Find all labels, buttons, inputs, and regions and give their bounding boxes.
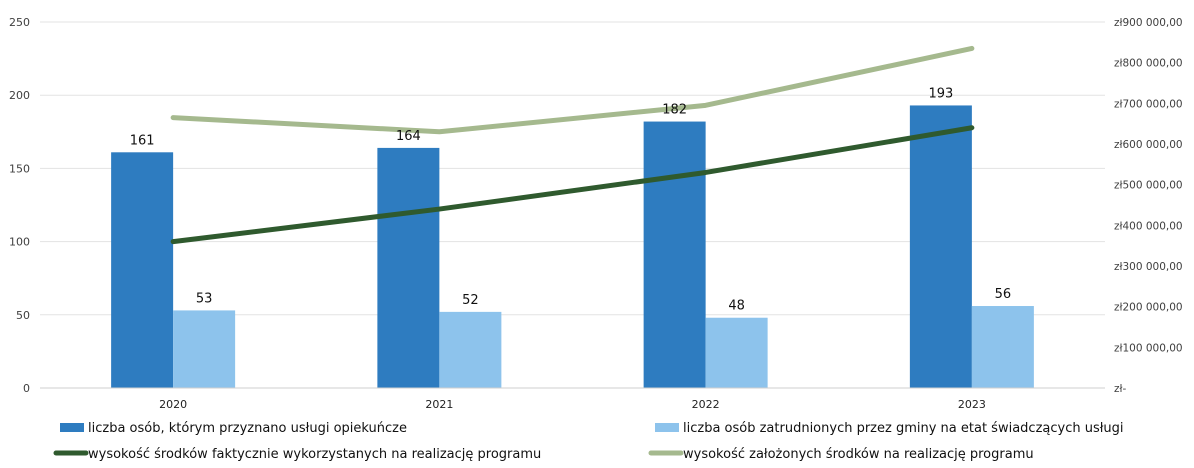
line-srodki-zalozone: [170, 45, 975, 135]
x-tick-label: 2020: [159, 398, 187, 411]
bar-osoby-uslugi: [111, 152, 174, 388]
bar-osoby-uslugi: [909, 105, 972, 388]
right-tick-label: zł-: [1114, 383, 1126, 395]
x-tick-label: 2022: [692, 398, 720, 411]
legend-label: wysokość założonych środków na realizacj…: [683, 447, 1034, 462]
right-tick-label: zł700 000,00: [1114, 98, 1183, 110]
bar-osoby-zatrudnione: [705, 317, 768, 388]
bar-data-label: 193: [928, 86, 953, 101]
legend-label: wysokość środków faktycznie wykorzystany…: [88, 447, 541, 462]
legend-item: liczba osób, którym przyznano usługi opi…: [60, 421, 407, 436]
right-tick-label: zł800 000,00: [1114, 58, 1183, 70]
right-tick-label: zł200 000,00: [1114, 302, 1183, 314]
right-tick-label: zł400 000,00: [1114, 220, 1183, 232]
line-series: [170, 45, 975, 245]
right-tick-label: zł900 000,00: [1114, 17, 1183, 29]
bar-data-label: 52: [462, 293, 479, 308]
legend-swatch: [655, 423, 679, 432]
bar-series: [111, 105, 1034, 388]
legend-item: wysokość środków faktycznie wykorzystany…: [53, 447, 541, 462]
x-tick-label: 2023: [958, 398, 986, 411]
bar-data-label: 56: [995, 287, 1012, 302]
left-tick-label: 50: [16, 309, 30, 322]
bar-data-label: 164: [396, 129, 421, 144]
right-tick-label: zł600 000,00: [1114, 139, 1183, 151]
legend-label: liczba osób zatrudnionych przez gminy na…: [683, 421, 1124, 436]
bar-osoby-uslugi: [377, 147, 440, 388]
right-tick-label: zł100 000,00: [1114, 342, 1183, 354]
bar-data-label: 182: [662, 103, 687, 118]
bar-osoby-zatrudnione: [439, 311, 502, 388]
right-axis: zł-zł100 000,00 zł200 000,00 zł300 000,00 z…: [1114, 17, 1183, 395]
left-tick-label: 100: [9, 236, 30, 249]
left-tick-label: 0: [23, 382, 30, 395]
right-tick-label: zł500 000,00: [1114, 180, 1183, 192]
bar-osoby-zatrudnione: [971, 306, 1034, 388]
x-tick-label: 2021: [425, 398, 453, 411]
left-tick-label: 200: [9, 89, 30, 102]
legend-item: liczba osób zatrudnionych przez gminy na…: [655, 421, 1124, 436]
legend-swatch: [60, 423, 84, 432]
left-tick-label: 250: [9, 16, 30, 29]
bar-osoby-zatrudnione: [173, 310, 236, 388]
line-srodki-wykorzystane: [170, 125, 975, 245]
bar-osoby-uslugi: [643, 121, 706, 388]
legend-item: wysokość założonych środków na realizacj…: [648, 447, 1034, 462]
left-tick-label: 150: [9, 162, 30, 175]
legend-label: liczba osób, którym przyznano usługi opi…: [88, 421, 407, 436]
bar-data-label: 53: [196, 291, 213, 306]
left-axis: 0 50 100 150 200 250: [9, 16, 30, 395]
x-axis: 2020 2021 2022 2023: [40, 387, 1105, 411]
right-tick-label: zł300 000,00: [1114, 261, 1183, 273]
bar-data-label: 48: [728, 299, 745, 314]
bar-data-label: 161: [130, 133, 155, 148]
legend: liczba osób, którym przyznano usługi opi…: [53, 421, 1124, 462]
data-labels: 161 53 164 52 182 48 193 56: [130, 86, 1011, 313]
